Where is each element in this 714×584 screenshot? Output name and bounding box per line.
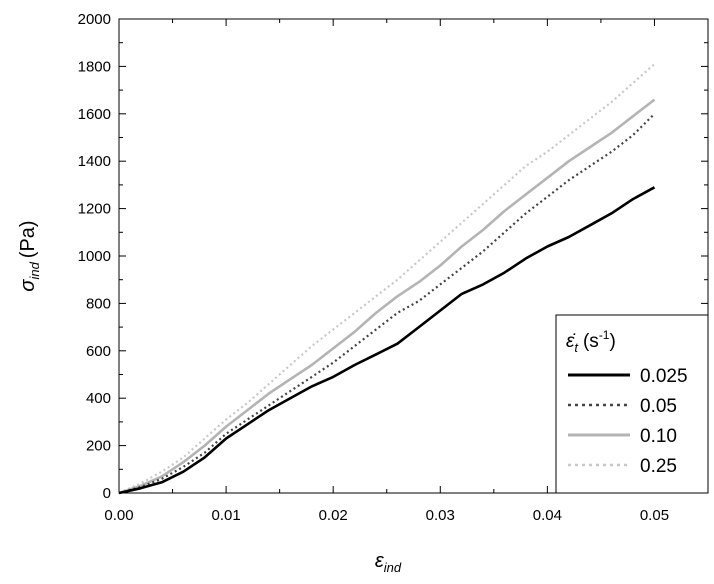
y-tick-label: 200 xyxy=(86,438,111,455)
series-layer xyxy=(118,63,656,495)
y-tick-label: 1800 xyxy=(78,58,111,75)
x-axis-ticks: 0.00 0.01 0.02 0.03 0.04 0.05 xyxy=(104,19,669,524)
x-tick-label: 0.05 xyxy=(640,507,669,524)
x-tick-label: 0.02 xyxy=(319,507,348,524)
series-line-0.025 xyxy=(118,186,656,495)
legend-title: ε̇t (s-1) xyxy=(566,328,616,355)
legend-title-unit: (s xyxy=(583,331,599,352)
y-axis-label: σind (Pa) xyxy=(17,220,42,291)
series-line-0.25 xyxy=(118,63,656,495)
y-axis-subscript: ind xyxy=(27,261,42,279)
y-tick-label: 1200 xyxy=(78,201,111,218)
legend-title-subscript: t xyxy=(574,340,579,355)
y-tick-label: 1400 xyxy=(78,153,111,170)
y-tick-label: 1000 xyxy=(78,248,111,265)
y-axis-symbol: σ xyxy=(17,279,39,292)
y-tick-label: 0 xyxy=(103,485,111,502)
y-tick-label: 600 xyxy=(86,343,111,360)
legend-label-0.025: 0.025 xyxy=(640,366,688,387)
series-line-0.10 xyxy=(118,98,656,495)
y-axis-unit: (Pa) xyxy=(17,220,39,258)
y-tick-label: 800 xyxy=(86,295,111,312)
x-tick-label: 0.00 xyxy=(104,507,133,524)
x-axis-label: εind xyxy=(375,550,402,575)
legend-title-symbol: ε̇ xyxy=(566,331,575,352)
y-tick-label: 400 xyxy=(86,390,111,407)
x-tick-label: 0.04 xyxy=(533,507,562,524)
x-axis-symbol: ε xyxy=(375,550,385,572)
legend-label-0.05: 0.05 xyxy=(640,396,677,417)
series-line-0.05 xyxy=(118,113,656,495)
x-tick-label: 0.01 xyxy=(211,507,240,524)
legend-label-0.10: 0.10 xyxy=(640,426,677,447)
legend-label-0.25: 0.25 xyxy=(640,456,677,477)
legend-title-close: ) xyxy=(609,331,615,352)
y-tick-label: 1600 xyxy=(78,106,111,123)
y-tick-label: 2000 xyxy=(78,11,111,28)
legend-items: 0.025 0.05 0.10 0.25 xyxy=(568,366,688,477)
legend: ε̇t (s-1) 0.025 0.05 0.10 0.25 xyxy=(555,314,709,494)
x-tick-label: 0.03 xyxy=(426,507,455,524)
x-axis-subscript: ind xyxy=(384,560,402,575)
legend-box xyxy=(555,314,709,494)
legend-title-superscript: -1 xyxy=(599,328,610,342)
